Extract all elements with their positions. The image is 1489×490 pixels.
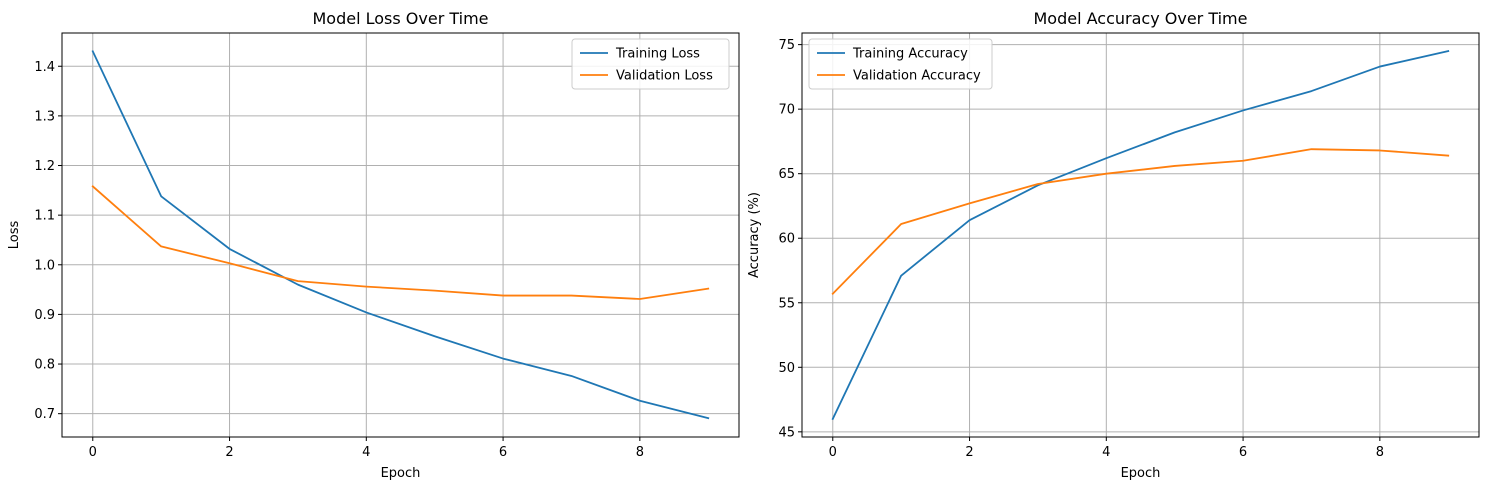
loss-chart-y-tick-label: 1.2 bbox=[34, 159, 55, 174]
accuracy-chart-frame bbox=[801, 32, 1480, 438]
loss-chart-x-tick-label: 0 bbox=[89, 445, 97, 460]
loss-chart-x-tick-label: 6 bbox=[499, 445, 507, 460]
accuracy-chart-series bbox=[831, 49, 1450, 421]
accuracy-chart-series-line-2 bbox=[831, 148, 1450, 296]
loss-chart-xlabel: Epoch bbox=[381, 466, 421, 481]
accuracy-chart-x-tick-label: 8 bbox=[1376, 445, 1384, 460]
loss-chart-y-tick-label: 1.4 bbox=[34, 60, 55, 75]
accuracy-chart-y-tick-label: 75 bbox=[778, 38, 795, 53]
accuracy-chart-xlabel: Epoch bbox=[1121, 466, 1161, 481]
loss-chart-legend-label-1: Training Loss bbox=[615, 47, 700, 62]
loss-chart-y-tick-label: 0.8 bbox=[34, 358, 55, 373]
accuracy-chart-x-tick-label: 0 bbox=[829, 445, 837, 460]
accuracy-chart-x-tick-label: 4 bbox=[1102, 445, 1110, 460]
accuracy-chart-panel: Model Accuracy Over Time Epoch Accuracy … bbox=[747, 9, 1480, 481]
accuracy-chart-title: Model Accuracy Over Time bbox=[1034, 9, 1248, 28]
accuracy-chart-y-tick-label: 65 bbox=[778, 167, 795, 182]
loss-chart-series bbox=[91, 50, 710, 420]
accuracy-chart-series-line-1 bbox=[831, 49, 1450, 421]
loss-chart-x-tick-label: 4 bbox=[362, 445, 370, 460]
accuracy-chart-y-tick-label: 55 bbox=[778, 296, 795, 311]
loss-chart-y-tick-label: 0.9 bbox=[34, 308, 55, 323]
accuracy-chart-y-tick-label: 70 bbox=[778, 103, 795, 118]
loss-chart-series-line-1 bbox=[91, 50, 710, 420]
loss-chart-title: Model Loss Over Time bbox=[312, 9, 488, 28]
loss-chart-y-tick-label: 1.3 bbox=[34, 109, 55, 124]
accuracy-chart-legend: Training Accuracy Validation Accuracy bbox=[808, 38, 993, 90]
accuracy-chart-x-tick-label: 6 bbox=[1239, 445, 1247, 460]
accuracy-chart-grid bbox=[802, 33, 1479, 437]
loss-chart-x-tick-label: 8 bbox=[636, 445, 644, 460]
loss-chart-y-tick-label: 1.1 bbox=[34, 209, 55, 224]
loss-chart-grid bbox=[62, 33, 739, 437]
accuracy-chart-y-tick-label: 45 bbox=[778, 425, 795, 440]
accuracy-chart-ylabel: Accuracy (%) bbox=[747, 192, 762, 278]
loss-chart-ticks: 0 2 4 6 8 0.7 0.8 0.9 1.0 1.1 1.2 1.3 1.4 bbox=[34, 60, 644, 460]
loss-chart-ylabel: Loss bbox=[7, 221, 22, 250]
loss-chart-y-tick-label: 0.7 bbox=[34, 407, 55, 422]
loss-chart-y-tick-label: 1.0 bbox=[34, 258, 55, 273]
accuracy-chart-legend-label-1: Training Accuracy bbox=[852, 47, 968, 62]
loss-chart-panel: Model Loss Over Time Epoch Loss 0 2 4 6 8 0.7… bbox=[7, 9, 740, 481]
accuracy-chart-y-tick-label: 60 bbox=[778, 232, 795, 247]
loss-chart-series-line-2 bbox=[91, 185, 710, 300]
loss-chart-legend-box bbox=[571, 38, 730, 90]
accuracy-chart-ticks: 0 2 4 6 8 45 50 55 60 65 70 75 bbox=[778, 38, 1384, 460]
accuracy-chart-legend-label-2: Validation Accuracy bbox=[853, 69, 981, 84]
accuracy-chart-legend-box bbox=[808, 38, 993, 90]
loss-chart-x-tick-label: 2 bbox=[225, 445, 233, 460]
loss-chart-legend: Training Loss Validation Loss bbox=[571, 38, 730, 90]
loss-chart-frame bbox=[61, 32, 740, 438]
accuracy-chart-x-tick-label: 2 bbox=[965, 445, 973, 460]
loss-chart-legend-label-2: Validation Loss bbox=[616, 69, 713, 84]
accuracy-chart-y-tick-label: 50 bbox=[778, 361, 795, 376]
